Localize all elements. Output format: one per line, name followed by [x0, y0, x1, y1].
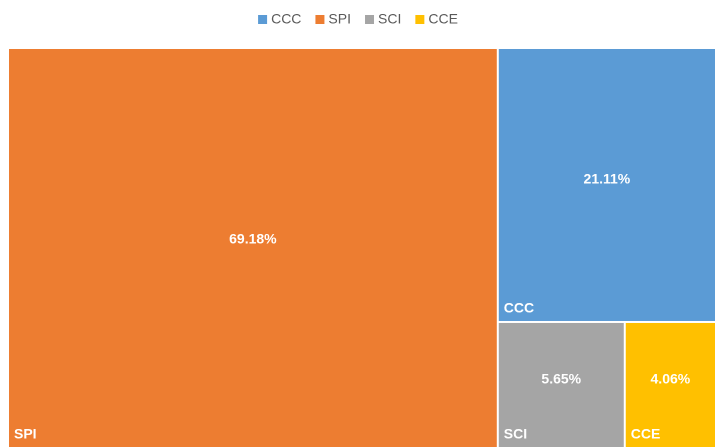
legend-swatch	[365, 15, 375, 24]
legend-swatch	[415, 15, 425, 24]
legend-swatch	[258, 15, 268, 24]
data-label: 5.65%	[541, 371, 581, 387]
category-label: CCE	[631, 426, 661, 442]
data-label: 4.06%	[651, 371, 691, 387]
category-label: SCI	[504, 426, 527, 442]
legend-label: CCC	[271, 11, 301, 27]
legend: CCC SPI SCI CCE	[258, 11, 458, 27]
legend-swatch	[315, 15, 325, 24]
treemap-cell	[498, 49, 715, 321]
legend-label: SPI	[328, 11, 351, 27]
legend-label: SCI	[378, 11, 401, 27]
treemap-cell	[498, 322, 624, 447]
category-label: CCC	[504, 300, 534, 316]
treemap-cell	[9, 49, 497, 447]
treemap-cell	[625, 322, 715, 447]
legend-label: CCE	[428, 11, 458, 27]
data-label: 69.18%	[229, 231, 277, 247]
data-label: 21.11%	[584, 171, 631, 187]
category-label: SPI	[14, 426, 37, 442]
